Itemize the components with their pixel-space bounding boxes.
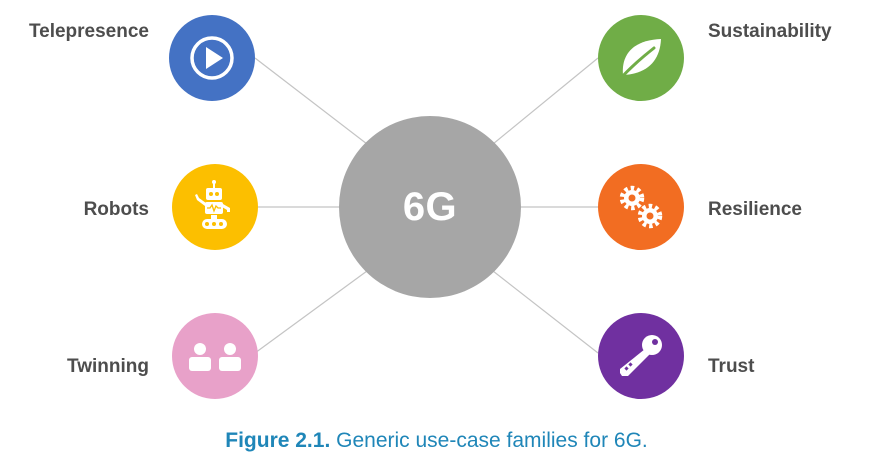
- caption-number: Figure 2.1.: [225, 429, 331, 452]
- caption-text: Generic use-case families for 6G.: [336, 429, 648, 452]
- node-twinning: [172, 313, 258, 399]
- hub-6g: 6G: [339, 116, 521, 298]
- node-telepresence: [169, 15, 255, 101]
- play-icon: [190, 36, 234, 80]
- label-twinning: Twinning: [67, 356, 149, 377]
- label-resilience: Resilience: [708, 199, 802, 220]
- figure-caption: Figure 2.1. Generic use-case families fo…: [0, 429, 873, 453]
- leaf-icon: [618, 39, 661, 81]
- robot-icon: [195, 180, 230, 229]
- node-trust: [598, 313, 684, 399]
- people-icon: [189, 343, 241, 371]
- connector-sustainability: [492, 57, 599, 145]
- key-icon: [620, 335, 662, 376]
- node-resilience: [598, 164, 684, 250]
- label-trust: Trust: [708, 356, 755, 377]
- label-sustainability: Sustainability: [708, 21, 832, 42]
- node-sustainability: [598, 15, 684, 101]
- connector-telepresence: [254, 57, 368, 145]
- node-robots: [172, 164, 258, 250]
- hub-label: 6G: [402, 184, 458, 229]
- label-telepresence: Telepresence: [28, 21, 149, 42]
- label-robots: Robots: [83, 199, 149, 220]
- gears-icon: [619, 185, 663, 229]
- connector-trust: [492, 270, 599, 354]
- connector-twinning: [254, 270, 368, 354]
